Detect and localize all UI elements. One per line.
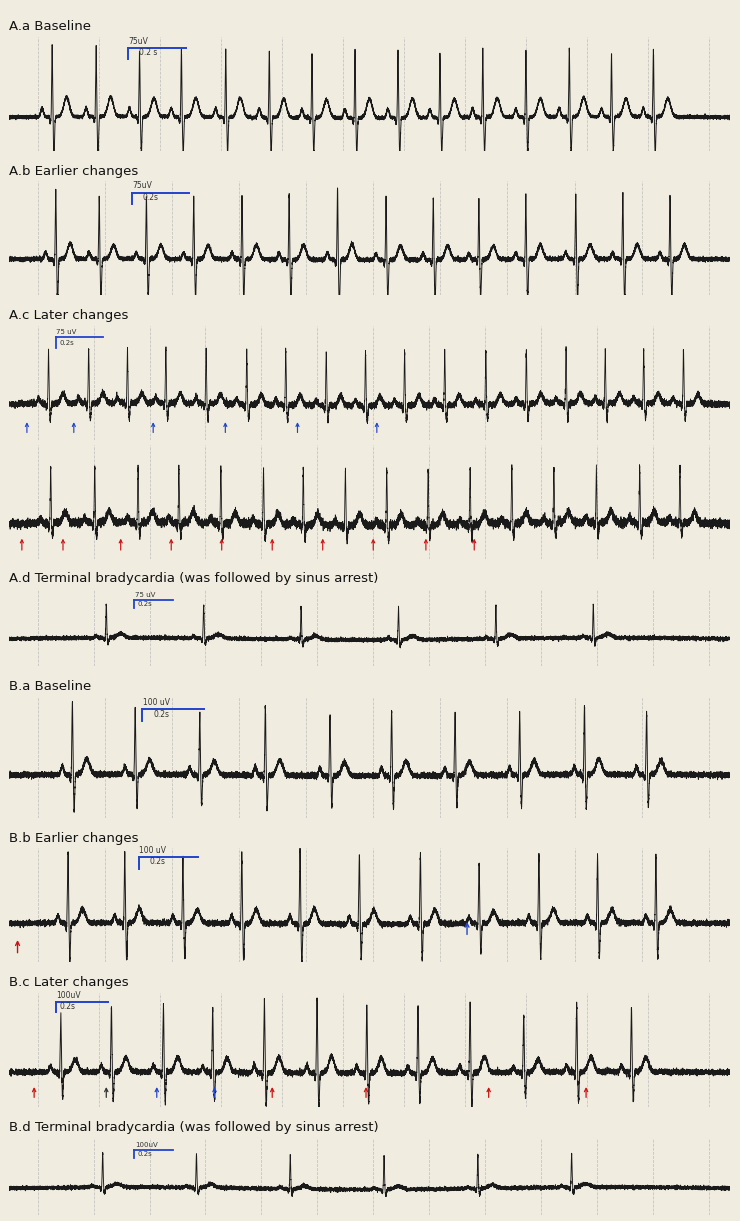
Text: A.b Earlier changes: A.b Earlier changes (9, 165, 138, 177)
Text: 0.2s: 0.2s (153, 709, 169, 719)
Text: 0.2s: 0.2s (142, 193, 158, 201)
Text: B.b Earlier changes: B.b Earlier changes (9, 832, 138, 845)
Text: 100 uV: 100 uV (143, 697, 170, 707)
Text: 100uV: 100uV (135, 1143, 158, 1149)
Text: 0.2s: 0.2s (59, 341, 74, 347)
Text: 0.2s: 0.2s (138, 601, 152, 607)
Text: 100 uV: 100 uV (139, 846, 166, 855)
Text: 0.2 s: 0.2 s (139, 48, 157, 57)
Text: B.c Later changes: B.c Later changes (9, 977, 129, 989)
Text: 0.2s: 0.2s (149, 857, 166, 867)
Text: 0.2s: 0.2s (138, 1151, 152, 1156)
Text: 75uV: 75uV (132, 182, 152, 190)
Text: 75 uV: 75 uV (135, 592, 155, 598)
Text: 75uV: 75uV (129, 37, 149, 45)
Text: B.d Terminal bradycardia (was followed by sinus arrest): B.d Terminal bradycardia (was followed b… (9, 1121, 378, 1134)
Text: 100uV: 100uV (56, 990, 81, 1000)
Text: A.c Later changes: A.c Later changes (9, 309, 128, 322)
Text: A.d Terminal bradycardia (was followed by sinus arrest): A.d Terminal bradycardia (was followed b… (9, 573, 378, 585)
Text: B.a Baseline: B.a Baseline (9, 680, 91, 694)
Text: A.a Baseline: A.a Baseline (9, 20, 91, 33)
Text: 0.2s: 0.2s (59, 1002, 75, 1011)
Text: 75 uV: 75 uV (56, 330, 76, 335)
